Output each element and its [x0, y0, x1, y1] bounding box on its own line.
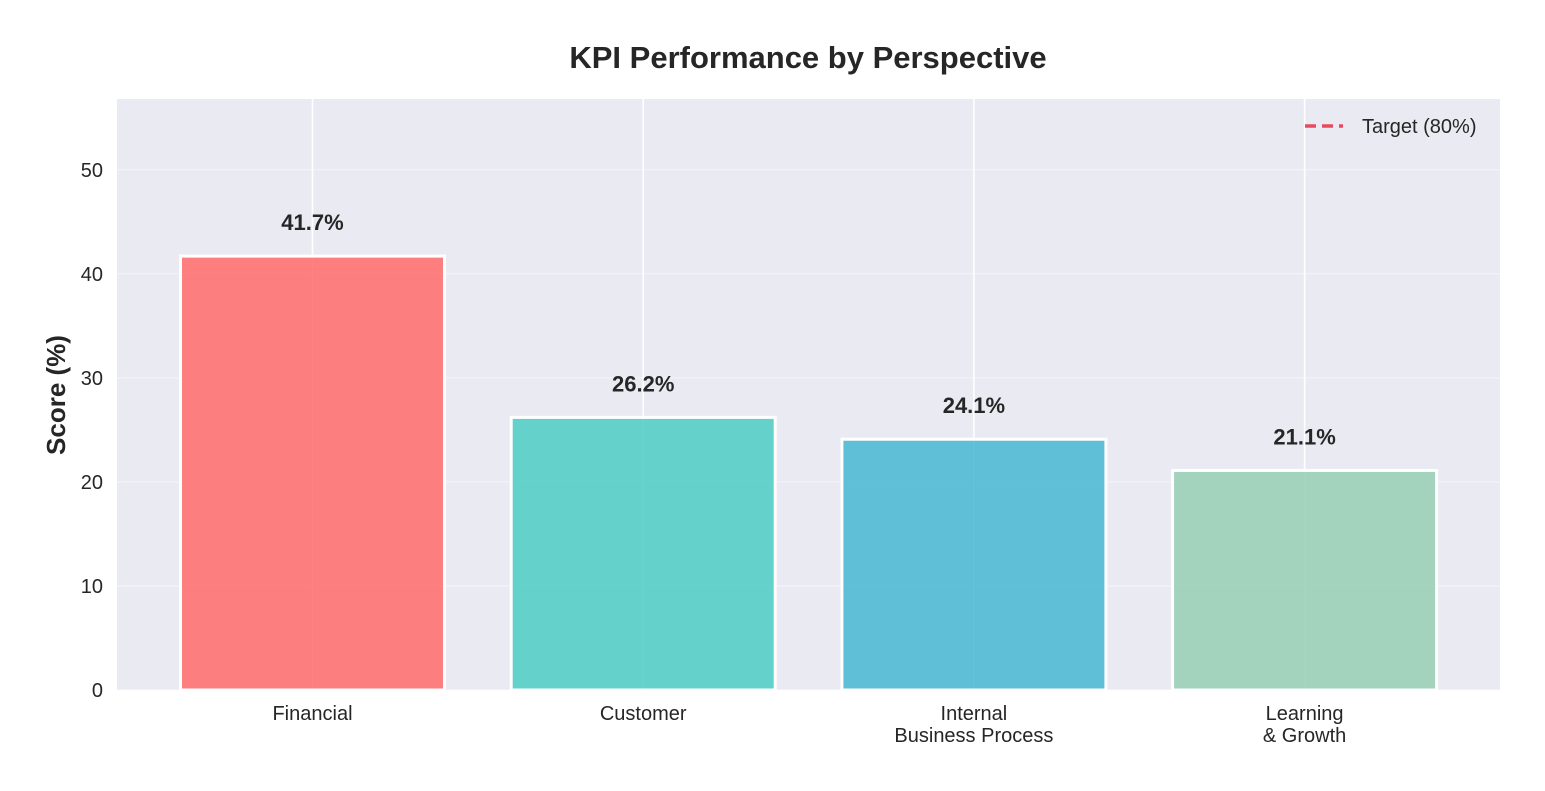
bar-value-label: 41.7% — [281, 210, 343, 235]
x-tick-label: Customer — [600, 703, 687, 725]
y-tick-label: 50 — [81, 160, 103, 182]
bar-value-label: 26.2% — [612, 371, 674, 396]
value-labels: 41.7% 26.2% 24.1% 21.1% — [281, 210, 1335, 449]
bar-value-label: 24.1% — [943, 393, 1005, 418]
legend-target-label: Target (80%) — [1362, 116, 1477, 138]
x-tick-label: Financial — [272, 703, 352, 725]
y-tick-label: 20 — [81, 472, 103, 494]
bars — [179, 254, 1439, 692]
bar — [840, 437, 1108, 692]
x-tick-label: Learning & Growth — [1263, 703, 1346, 747]
y-tick-label: 0 — [92, 680, 103, 702]
bar-value-label: 21.1% — [1273, 424, 1335, 449]
y-tick-labels: 0 10 20 30 40 50 — [81, 160, 103, 702]
y-axis-label: Score (%) — [41, 335, 71, 455]
bar — [179, 254, 446, 692]
y-tick-label: 40 — [81, 264, 103, 286]
y-tick-label: 30 — [81, 368, 103, 390]
bar — [1171, 468, 1439, 692]
legend: Target (80%) — [1305, 116, 1477, 138]
chart-title: KPI Performance by Perspective — [569, 40, 1046, 75]
x-tick-labels: Financial Customer Internal Business Proces… — [272, 703, 1346, 747]
y-tick-label: 10 — [81, 576, 103, 598]
x-tick-label: Internal Business Process — [894, 703, 1053, 747]
bar — [509, 415, 777, 692]
